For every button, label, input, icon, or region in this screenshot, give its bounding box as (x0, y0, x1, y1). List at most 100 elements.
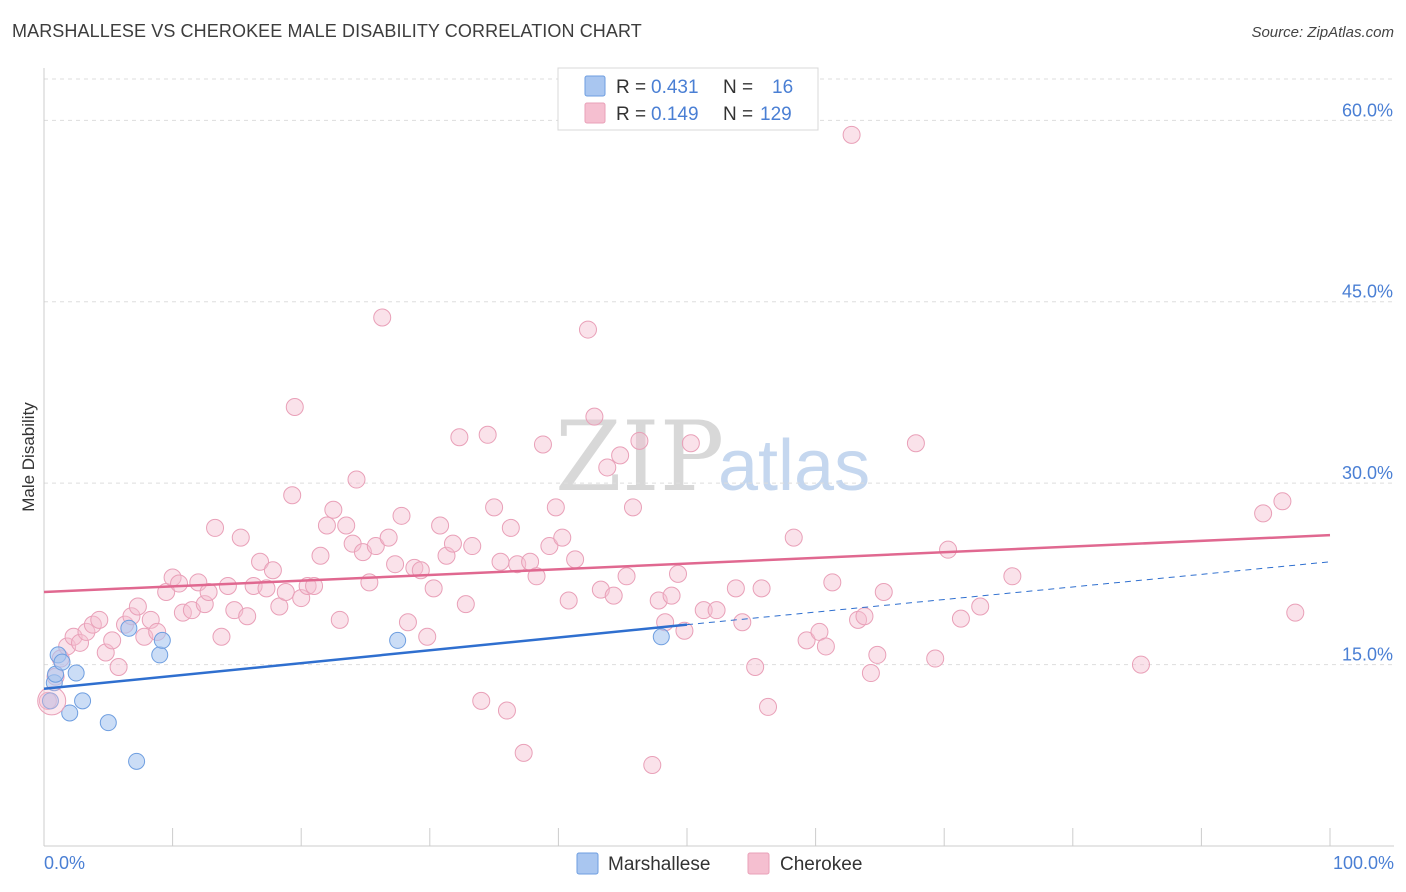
cherokee-point (869, 646, 886, 663)
cherokee-point (171, 575, 188, 592)
cherokee-point (586, 408, 603, 425)
cherokee-point (547, 499, 564, 516)
cherokee-point (473, 692, 490, 709)
cherokee-swatch (585, 103, 605, 123)
cherokee-point (856, 608, 873, 625)
y-tick-label-15: 15.0% (1342, 645, 1393, 665)
cherokee-point (785, 529, 802, 546)
cherokee-point (1132, 656, 1149, 673)
marshallese-point (38, 687, 66, 715)
marshallese-point (54, 654, 70, 670)
cherokee-point (753, 580, 770, 597)
legend-r-label-1: R = (616, 77, 646, 98)
cherokee-point (387, 556, 404, 573)
cherokee-point (952, 610, 969, 627)
y-axis-label: Male Disability (19, 402, 38, 512)
cherokee-point (110, 659, 127, 676)
y-tick-label-45: 45.0% (1342, 282, 1393, 302)
marshallese-point (653, 629, 669, 645)
cherokee-point (618, 568, 635, 585)
series-legend: Marshallese Cherokee (577, 853, 862, 875)
cherokee-point (348, 471, 365, 488)
cherokee-point (393, 507, 410, 524)
gridlines (44, 79, 1394, 665)
bottom-legend-marshallese-swatch (577, 853, 598, 874)
cherokee-point (734, 614, 751, 631)
cherokee-point (843, 126, 860, 143)
cherokee-point (129, 598, 146, 615)
cherokee-point (451, 429, 468, 446)
cherokee-point (425, 580, 442, 597)
cherokee-point (927, 650, 944, 667)
cherokee-point (907, 435, 924, 452)
legend-r-value-1: 0.431 (651, 77, 699, 98)
y-tick-label-60: 60.0% (1342, 100, 1393, 120)
cherokee-point (605, 587, 622, 604)
cherokee-point (817, 638, 834, 655)
cherokee-point (567, 551, 584, 568)
bottom-legend-cherokee: Cherokee (780, 854, 862, 875)
cherokee-point (1274, 493, 1291, 510)
marshallese-point (129, 753, 145, 769)
cherokee-point (239, 608, 256, 625)
watermark-zip: ZIP (555, 401, 724, 513)
cherokee-point (972, 598, 989, 615)
cherokee-point (492, 553, 509, 570)
cherokee-point (312, 547, 329, 564)
cherokee-point (498, 702, 515, 719)
cherokee-point (862, 665, 879, 682)
cherokee-point (338, 517, 355, 534)
cherokee-point (824, 574, 841, 591)
cherokee-point (419, 628, 436, 645)
cherokee-point (579, 321, 596, 338)
cherokee-point (747, 659, 764, 676)
cherokee-point (374, 309, 391, 326)
x-axis-ticks (44, 828, 1330, 846)
cherokee-point (486, 499, 503, 516)
legend-n-value-1: 16 (772, 77, 793, 98)
y-tick-labels: 15.0% 30.0% 45.0% 60.0% (1342, 100, 1393, 664)
marshallese-point (68, 665, 84, 681)
x-tick-label-min: 0.0% (44, 853, 85, 873)
marshallese-point (154, 632, 170, 648)
bottom-legend-marshallese: Marshallese (608, 854, 710, 875)
cherokee-point (727, 580, 744, 597)
marshallese-point (100, 715, 116, 731)
cherokee-point (104, 632, 121, 649)
marshallese-point (121, 620, 137, 636)
marshallese-points (38, 620, 670, 769)
x-tick-label-max: 100.0% (1333, 853, 1394, 873)
cherokee-point (669, 565, 686, 582)
cherokee-point (325, 501, 342, 518)
cherokee-point (708, 602, 725, 619)
cherokee-point (399, 614, 416, 631)
marshallese-point (390, 632, 406, 648)
cherokee-point (207, 519, 224, 536)
legend-n-label-1: N = (723, 77, 753, 98)
cherokee-point (318, 517, 335, 534)
marshallese-point (75, 693, 91, 709)
cherokee-point (219, 577, 236, 594)
bottom-legend-cherokee-swatch (748, 853, 769, 874)
cherokee-point (1004, 568, 1021, 585)
cherokee-point (624, 499, 641, 516)
cherokee-point (940, 541, 957, 558)
scatter-chart: ZIP atlas 15.0%30.0%45.0%60.0% 0.0% 100.… (0, 0, 1406, 892)
legend-n-value-2: 129 (760, 104, 792, 125)
cherokee-point (663, 587, 680, 604)
cherokee-point (631, 432, 648, 449)
cherokee-point (232, 529, 249, 546)
legend-n-label-2: N = (723, 104, 753, 125)
cherokee-point (331, 611, 348, 628)
cherokee-point (560, 592, 577, 609)
cherokee-point (1255, 505, 1272, 522)
y-tick-label-30: 30.0% (1342, 463, 1393, 483)
legend-r-label-2: R = (616, 104, 646, 125)
cherokee-point (515, 744, 532, 761)
cherokee-point (284, 487, 301, 504)
legend-r-value-2: 0.149 (651, 104, 699, 125)
cherokee-point (502, 519, 519, 536)
cherokee-point (464, 538, 481, 555)
cherokee-point (760, 698, 777, 715)
cherokee-point (286, 398, 303, 415)
